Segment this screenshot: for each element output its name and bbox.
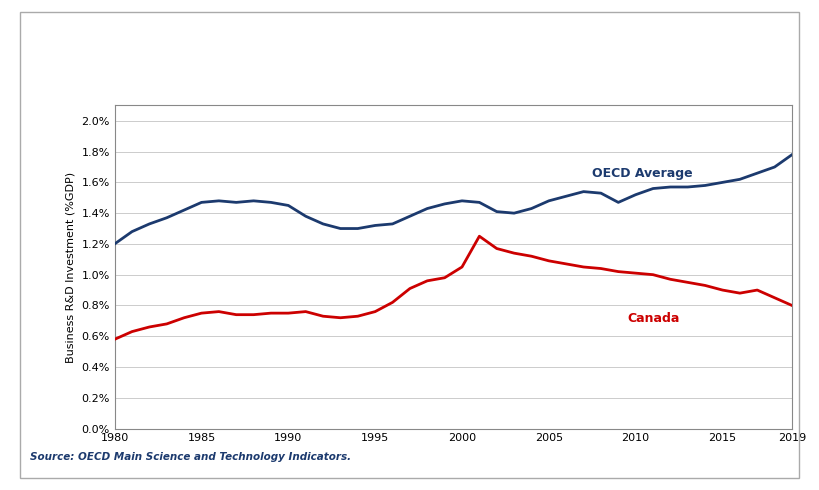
Text: OECD Average: OECD Average: [592, 168, 693, 180]
Text: Source: OECD Main Science and Technology Indicators.: Source: OECD Main Science and Technology…: [29, 452, 351, 462]
Y-axis label: Business R&D Investment (%GDP): Business R&D Investment (%GDP): [66, 172, 76, 363]
Text: Figure 2.: Figure 2.: [383, 30, 436, 44]
Text: Canada: Canada: [627, 312, 680, 325]
Text: Business Investment in R&D, 1980-2019: Business Investment in R&D, 1980-2019: [189, 69, 630, 88]
